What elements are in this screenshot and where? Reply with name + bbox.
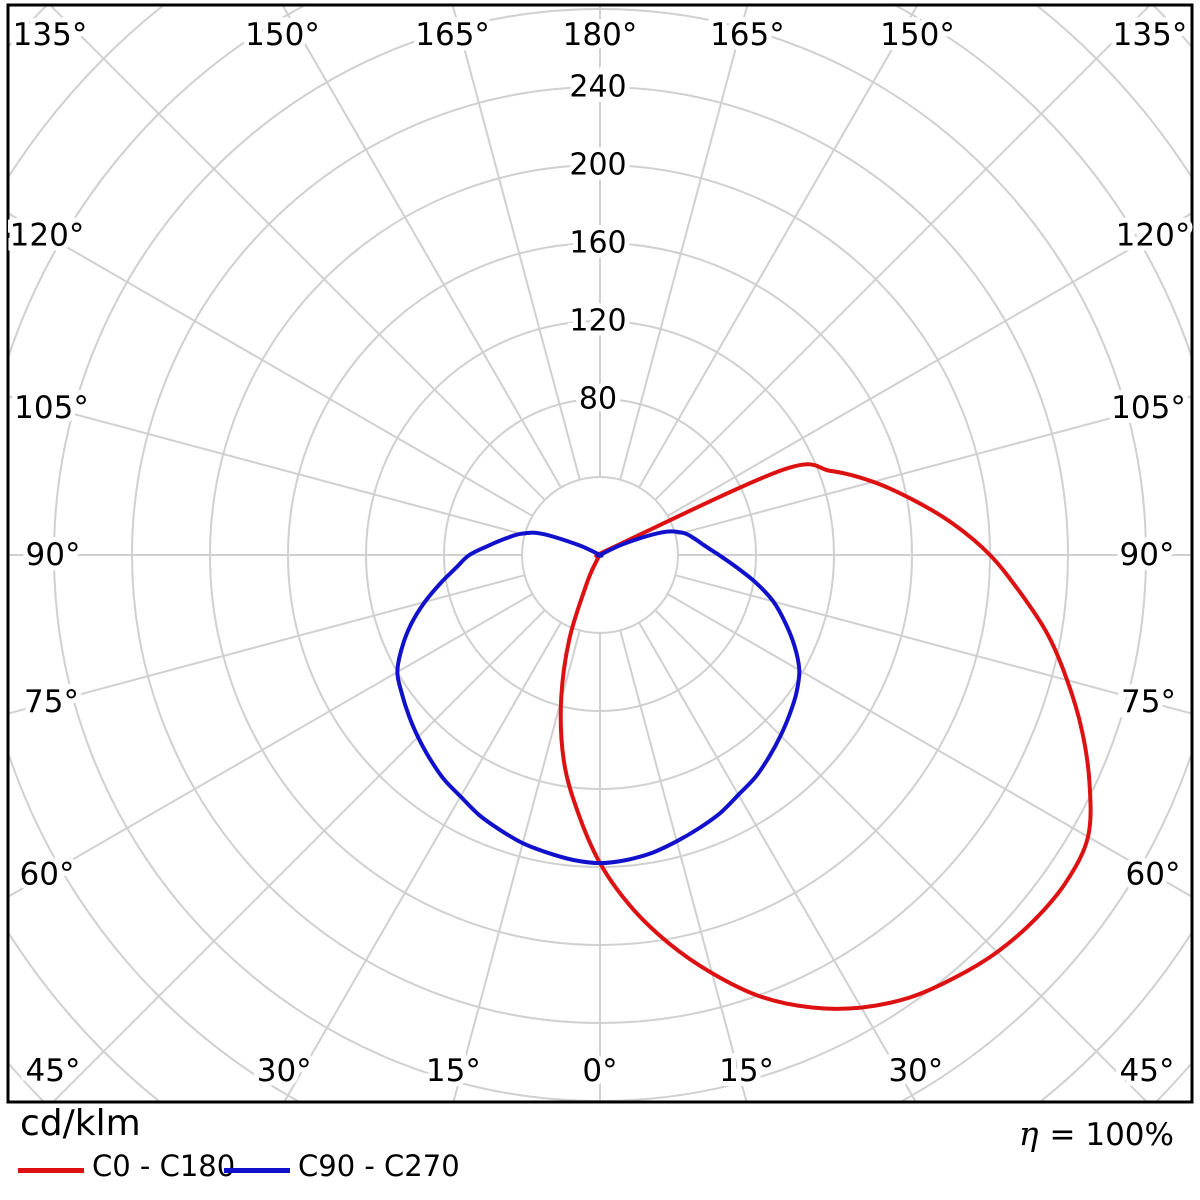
grid-ray [8,395,525,536]
angle-label-left-45: 45° [26,1053,81,1089]
curve-c0-c180 [558,462,1093,1011]
angle-label-left-135: 135° [13,17,88,53]
grid-ray [8,212,533,517]
angle-label-left-150: 150° [245,17,320,53]
efficiency-value: = 100% [1049,1117,1174,1153]
angle-label-right-165: 165° [710,17,785,53]
radial-tick-label-80: 80 [579,382,617,417]
curve-c90-c270 [395,529,802,866]
angle-label-right-15: 15° [719,1053,774,1089]
grid-ray [619,5,749,480]
angle-label-left-90: 90° [26,537,81,573]
radial-tick-label-200: 200 [569,148,626,183]
grid-ray [667,593,1192,898]
angle-label-right-135: 135° [1113,17,1188,53]
grid-ray [675,395,1192,536]
angle-label-right-0: 0° [582,1053,617,1089]
intensity-curves [395,462,1093,1011]
grid-ray [281,5,562,488]
angle-label-left-75: 75° [24,684,79,720]
legend-label-c90-c270: C90 - C270 [298,1149,460,1183]
angle-label-right-75: 75° [1121,684,1176,720]
radial-tick-label-160: 160 [569,226,626,261]
angle-label-left-30: 30° [257,1053,312,1089]
eta-symbol: η [1018,1114,1039,1153]
angle-label-right-60: 60° [1126,856,1181,892]
angle-label-left-60: 60° [20,856,75,892]
units-label: cd/klm [20,1103,141,1144]
legend-swatch-c90-c270 [224,1168,290,1173]
grid-ray [667,212,1192,517]
grid-ray [8,593,533,898]
angle-label-right-120: 120° [1116,218,1191,254]
angle-label-right-90: 90° [1120,537,1175,573]
grid-ray [675,574,1192,715]
angle-label-right-150: 150° [880,17,955,53]
grid-ray [654,609,1149,1102]
grid-ray [619,630,748,1102]
grid-ray [638,622,917,1102]
legend-label-c0-c180: C0 - C180 [92,1149,236,1183]
angle-label-right-180: 180° [563,17,638,53]
grid-ray [638,5,919,488]
angle-label-left-165: 165° [415,17,490,53]
plot-frame [6,3,1194,1104]
grid-ray [451,5,581,480]
angle-label-left-15: 15° [426,1053,481,1089]
grid-ray [283,622,562,1102]
radial-tick-label-120: 120 [569,304,626,339]
grid-ray [452,630,581,1102]
angle-label-right-45: 45° [1120,1053,1175,1089]
angle-label-left-105: 105° [14,390,89,426]
grid-ray [51,609,546,1102]
legend-swatch-c0-c180 [18,1168,84,1173]
efficiency-label: η = 100% [1019,1114,1174,1154]
angle-label-left-120: 120° [10,218,85,254]
grid-ray [8,574,525,715]
angle-label-right-30: 30° [888,1053,943,1089]
angle-label-right-105: 105° [1111,390,1186,426]
grid-ray [654,5,1152,501]
radial-tick-label-240: 240 [569,70,626,105]
grid-ray [48,5,546,501]
